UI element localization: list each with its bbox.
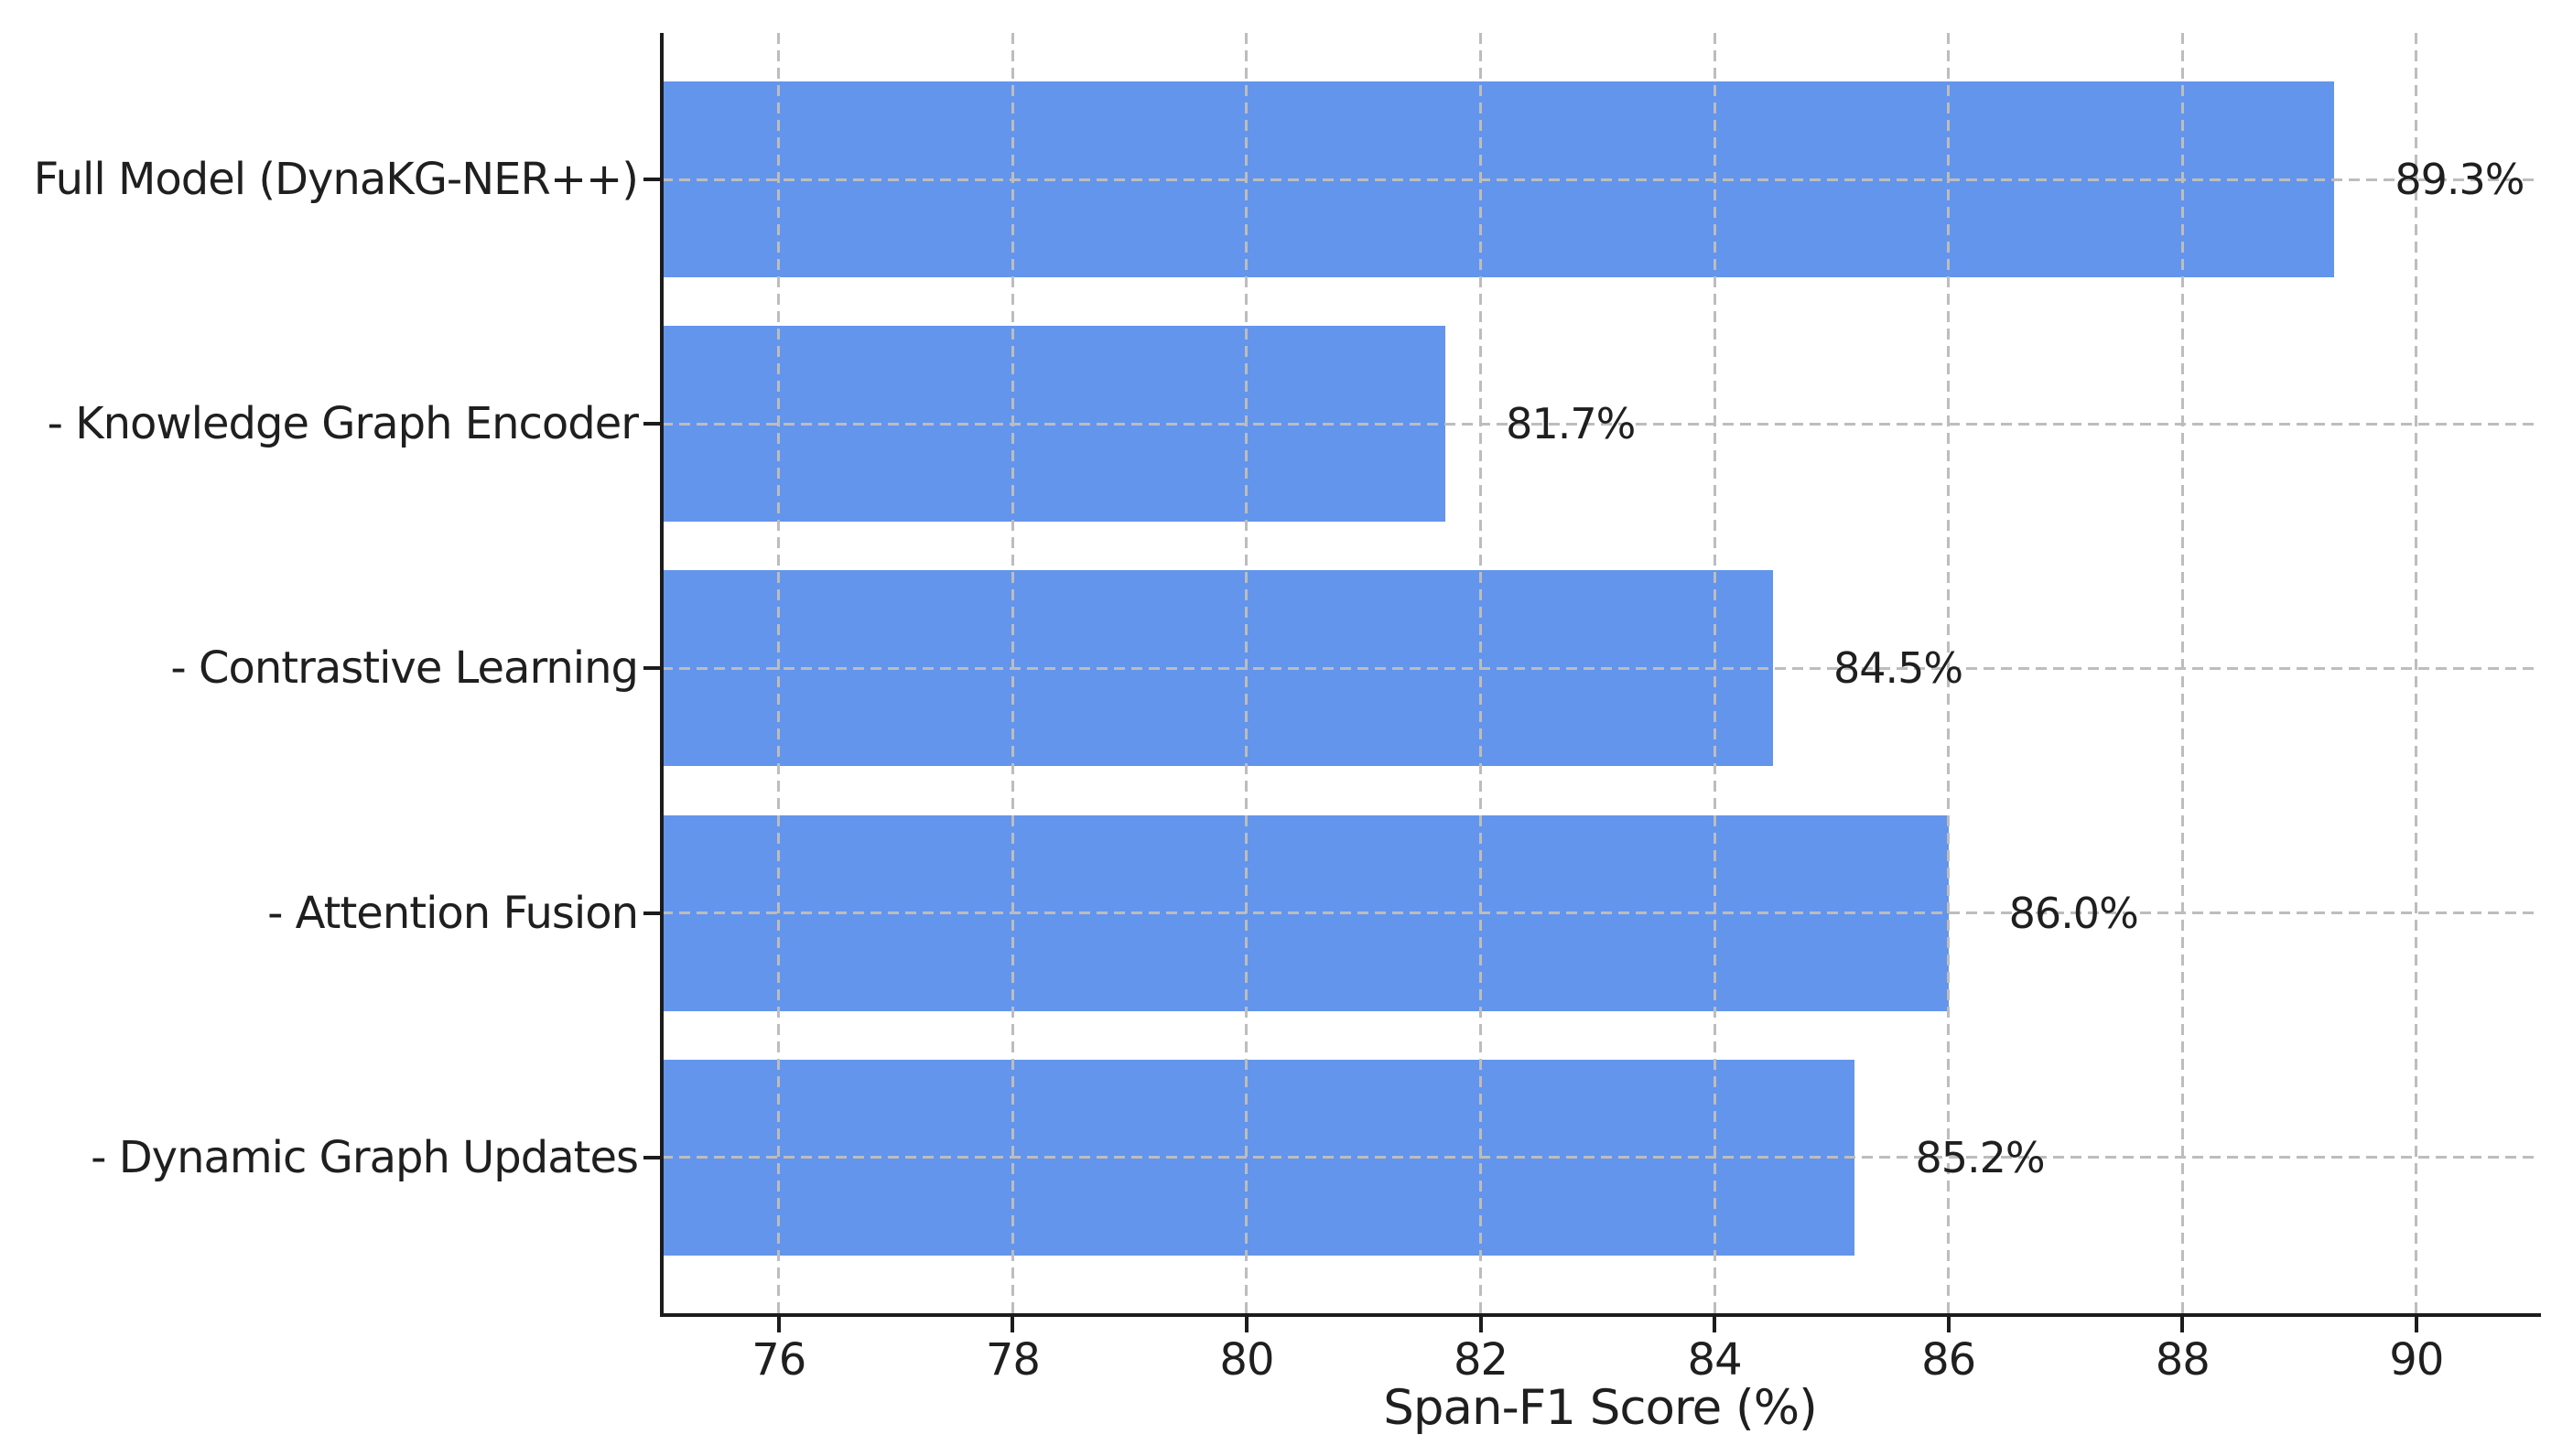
category-label-3: - Contrastive Learning <box>170 642 639 695</box>
x-tick-82 <box>1478 1317 1483 1332</box>
y-tick-1 <box>643 178 660 181</box>
gridline-y-4 <box>662 911 2539 915</box>
y-tick-3 <box>643 666 660 671</box>
x-tick-label-76: 76 <box>751 1334 806 1386</box>
x-tick-90 <box>2414 1317 2418 1332</box>
gridline-x-80 <box>1245 33 1249 1313</box>
x-tick-label-80: 80 <box>1219 1334 1274 1386</box>
x-tick-label-82: 82 <box>1453 1334 1508 1386</box>
x-axis-spine <box>660 1313 2541 1317</box>
x-tick-80 <box>1244 1317 1249 1332</box>
gridline-y-2 <box>662 422 2539 426</box>
y-axis-spine <box>660 33 664 1317</box>
x-tick-84 <box>1713 1317 1717 1332</box>
x-tick-label-78: 78 <box>985 1334 1041 1386</box>
x-tick-78 <box>1011 1317 1015 1332</box>
gridline-x-88 <box>2180 33 2184 1313</box>
value-label-4: 86.0% <box>2008 888 2139 938</box>
gridline-x-82 <box>1479 33 1483 1313</box>
y-tick-4 <box>643 911 660 915</box>
value-label-2: 81.7% <box>1506 399 1636 449</box>
gridline-y-5 <box>662 1156 2539 1159</box>
x-tick-label-84: 84 <box>1687 1334 1743 1386</box>
gridline-y-3 <box>662 666 2539 670</box>
value-label-3: 84.5% <box>1832 643 1963 694</box>
gridline-x-86 <box>1947 33 1951 1313</box>
category-label-5: - Dynamic Graph Updates <box>91 1131 639 1183</box>
gridline-x-76 <box>777 33 781 1313</box>
value-label-5: 85.2% <box>1915 1132 2045 1182</box>
plot-area: 89.3% 81.7% 84.5% 86.0% 85.2% <box>662 33 2539 1313</box>
x-tick-label-90: 90 <box>2389 1334 2444 1386</box>
x-tick-label-86: 86 <box>1921 1334 1976 1386</box>
x-axis-title: Span-F1 Score (%) <box>1383 1380 1818 1436</box>
category-label-2: - Knowledge Graph Encoder <box>47 398 639 450</box>
gridline-x-84 <box>1713 33 1716 1313</box>
y-tick-5 <box>643 1155 660 1159</box>
x-tick-76 <box>776 1317 781 1332</box>
x-tick-86 <box>1946 1317 1951 1332</box>
gridline-y-1 <box>662 178 2539 181</box>
value-label-1: 89.3% <box>2395 155 2524 204</box>
x-tick-label-88: 88 <box>2155 1334 2211 1386</box>
gridline-x-78 <box>1011 33 1014 1313</box>
category-label-1: Full Model (DynaKG-NER++) <box>33 154 639 205</box>
category-label-4: - Attention Fusion <box>267 887 639 939</box>
y-tick-2 <box>643 422 660 426</box>
x-tick-88 <box>2180 1317 2185 1332</box>
gridline-x-90 <box>2415 33 2418 1313</box>
